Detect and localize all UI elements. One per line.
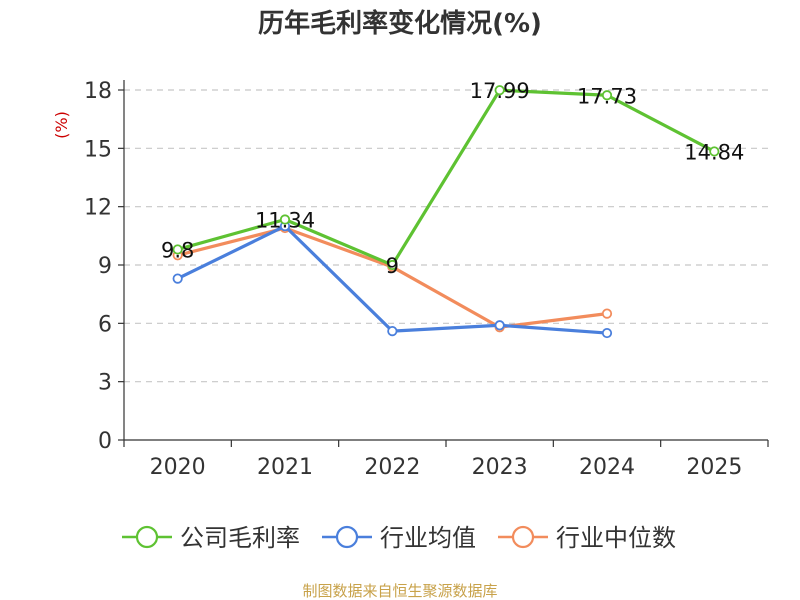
y-tick-label: 12 [84,196,112,221]
legend-marker [335,525,359,549]
x-tick-label: 2021 [257,455,313,480]
data-point [172,244,183,255]
data-point [601,308,613,319]
x-tick-label: 2022 [364,455,420,480]
data-label: 17.99 [470,79,530,103]
legend-marker [135,525,159,549]
x-tick-label: 2025 [686,455,742,480]
x-tick-label: 2020 [150,455,206,480]
legend: 公司毛利率 行业均值 行业中位数 [122,524,676,552]
legend-item[interactable]: 行业中位数 [498,524,676,552]
data-point [494,85,505,96]
y-tick-label: 18 [84,79,112,104]
legend-label: 行业中位数 [556,524,676,552]
legend-item[interactable]: 行业均值 [322,524,476,552]
x-tick-label: 2024 [579,455,635,480]
series-line [176,224,608,335]
legend-label: 行业均值 [380,524,476,552]
legend-label: 公司毛利率 [180,524,300,552]
data-label: 11.34 [255,209,315,233]
source-note: 制图数据来自恒生聚源数据库 [302,582,497,600]
data-labels: 9.8 11.34 9 17.99 17.73 14.84 [161,79,744,278]
y-tick-label: 9 [98,254,112,279]
y-tick-label: 6 [98,312,112,337]
axes: 0 3 6 9 12 15 18 2020 2021 2022 2023 2024 2025 [84,79,769,480]
data-point [387,326,398,337]
y-tick-label: 3 [98,371,112,396]
data-label: 9 [386,254,399,278]
legend-marker [511,525,535,549]
data-label: 17.73 [577,84,637,108]
data-point [601,90,613,101]
series-line [177,88,716,267]
data-label: 14.84 [684,140,744,164]
series-lines [172,85,720,339]
y-tick-label: 15 [84,137,112,162]
data-point [172,273,183,284]
data-point [279,214,291,225]
legend-item[interactable]: 公司毛利率 [122,524,300,552]
data-point [494,320,505,331]
y-tick-label: 0 [98,429,112,454]
data-point [601,327,613,339]
y-axis-label: (%) [52,111,71,139]
chart-title: 历年毛利率变化情况(%) [258,8,542,39]
x-tick-label: 2023 [472,455,528,480]
grid-lines [124,89,768,383]
data-point [387,259,398,271]
data-label: 9.8 [161,238,194,262]
data-point [709,146,720,157]
